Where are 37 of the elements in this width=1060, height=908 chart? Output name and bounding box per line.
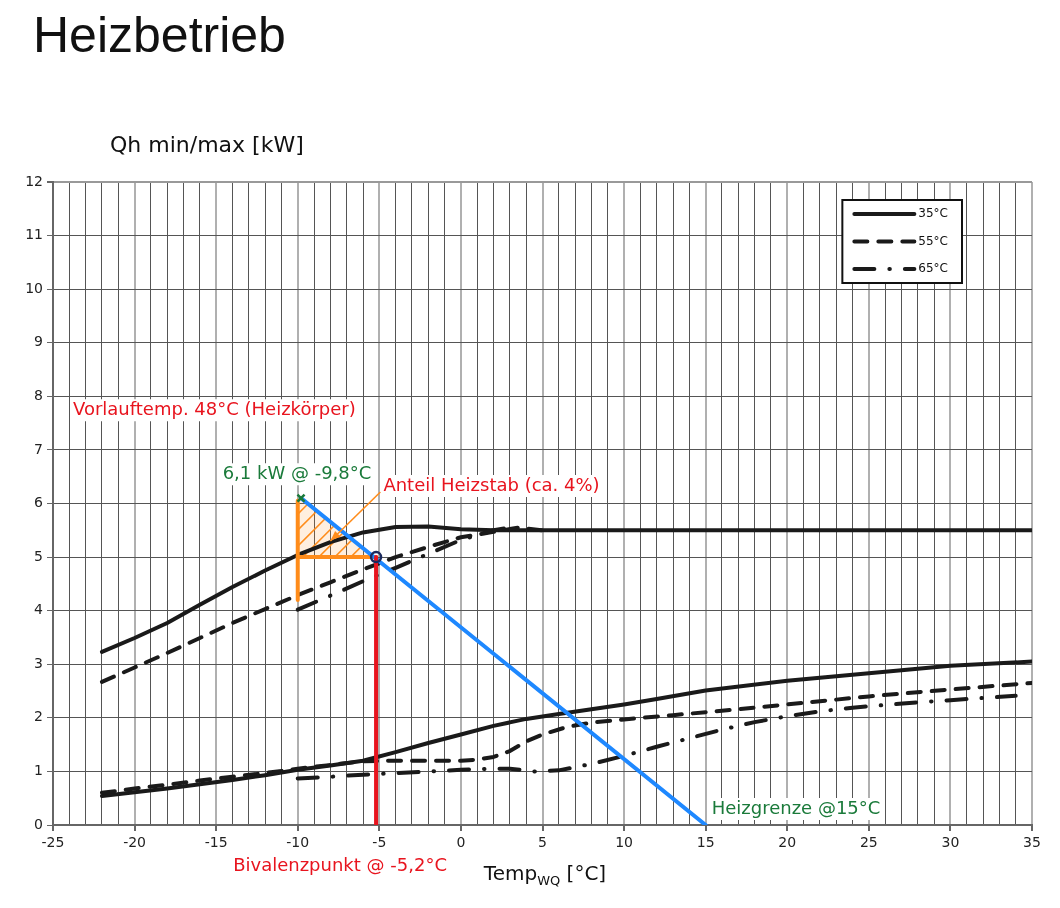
x-tick-label: 30 [941,834,960,851]
annotation: Vorlauftemp. 48°C (Heizkörper) [73,397,356,419]
x-tick-label: 35 [1023,834,1041,851]
x-tick-label: -20 [123,834,147,851]
legend-label: 55°C [918,233,949,248]
annotation: Heizgrenze @15°C [711,796,881,818]
x-tick-label: 5 [538,834,547,851]
y-tick-label: 7 [34,440,43,457]
x-tick-label: 20 [778,834,797,851]
x-tick-label: -15 [204,834,228,851]
y-tick-label: 6 [34,494,44,511]
y-tick-label: 4 [34,601,44,618]
x-tick-label: 15 [696,834,715,851]
y-tick-label: 0 [34,815,43,832]
y-tick-label: 1 [34,762,43,779]
chart-title: Heizbetrieb [33,7,286,63]
x-axis-title: Temp$_{WQ}$ [°C] [483,861,607,888]
x-tick-label: 0 [456,834,466,851]
x-tick-label: -10 [286,834,310,851]
x-tick-label: -5 [372,834,387,851]
annotation: Bivalenzpunkt @ -5,2°C [233,853,447,875]
y-tick-label: 3 [34,654,43,671]
y-tick-label: 8 [34,386,43,403]
annotation: Anteil Heizstab (ca. 4%) [383,473,600,495]
x-tick-label: -25 [41,834,65,851]
y-tick-label: 2 [34,708,43,725]
y-tick-label: 11 [25,226,43,243]
y-axis-title: Qh min/max [kW] [110,132,304,157]
legend-label: 35°C [918,206,949,221]
y-tick-label: 5 [34,547,43,564]
y-tick-label: 10 [25,279,43,296]
legend-label: 65°C [918,261,949,276]
y-tick-label: 9 [34,333,43,350]
y-tick-label: 12 [25,172,43,189]
x-tick-label: 10 [615,834,633,851]
annotation: 6,1 kW @ -9,8°C [222,461,372,483]
x-tick-label: 25 [859,834,878,851]
